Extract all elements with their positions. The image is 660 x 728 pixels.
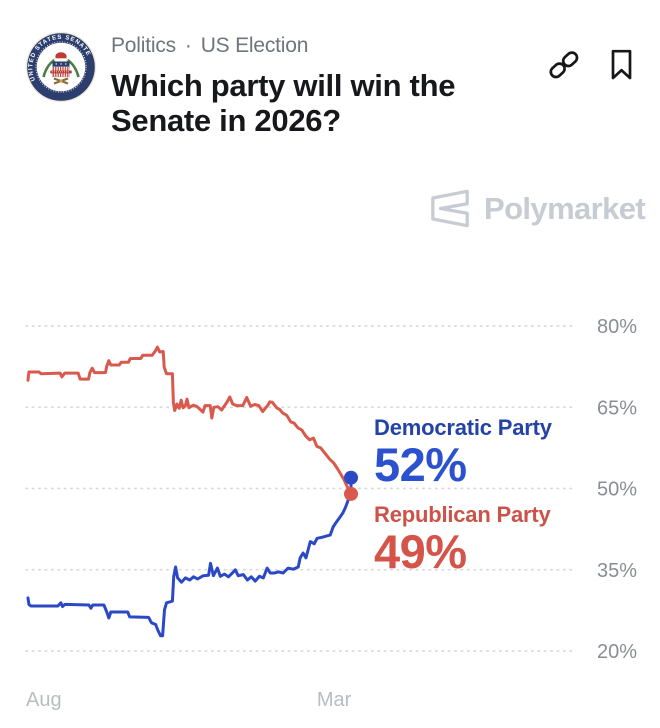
bookmark-button[interactable] — [607, 47, 636, 83]
bookmark-icon — [611, 49, 632, 80]
democratic-endpoint-dot — [344, 470, 358, 485]
header: Politics · US Election Which party will … — [111, 34, 541, 138]
breadcrumb-separator: · — [184, 34, 192, 57]
y-tick-label: 20% — [597, 641, 637, 663]
us-senate-seal: UNITED STATES SENATE — [25, 31, 97, 103]
x-tick-label: Mar — [317, 689, 352, 711]
y-tick-label: 80% — [597, 316, 637, 338]
democratic-series-label: Democratic Party — [374, 415, 552, 440]
x-tick-label: Aug — [26, 689, 62, 711]
breadcrumb-category[interactable]: Politics — [111, 34, 176, 57]
polymarket-wordmark: Polymarket — [484, 190, 646, 226]
democratic-series-value: 52% — [374, 438, 467, 491]
y-tick-label: 50% — [597, 479, 637, 501]
breadcrumb-subcategory[interactable]: US Election — [200, 34, 309, 57]
link-icon — [549, 51, 579, 79]
republican-series-value: 49% — [374, 525, 467, 578]
republican-endpoint-dot — [344, 486, 358, 501]
copy-link-button[interactable] — [545, 46, 583, 84]
y-tick-label: 65% — [597, 397, 637, 419]
breadcrumb: Politics · US Election — [111, 34, 541, 58]
market-title[interactable]: Which party will win the Senate in 2026? — [111, 68, 456, 138]
header-actions — [545, 46, 636, 84]
polymarket-logo-icon — [431, 189, 469, 228]
y-tick-label: 35% — [597, 560, 637, 582]
republican-series-label: Republican Party — [374, 502, 551, 527]
x-axis: Aug Mar — [26, 689, 352, 711]
grid-group: 80% 65% 50% 35% 20% — [25, 316, 637, 663]
democratic-line — [26, 476, 353, 638]
polymarket-brand[interactable]: Polymarket — [429, 188, 646, 229]
republican-line — [26, 345, 353, 496]
